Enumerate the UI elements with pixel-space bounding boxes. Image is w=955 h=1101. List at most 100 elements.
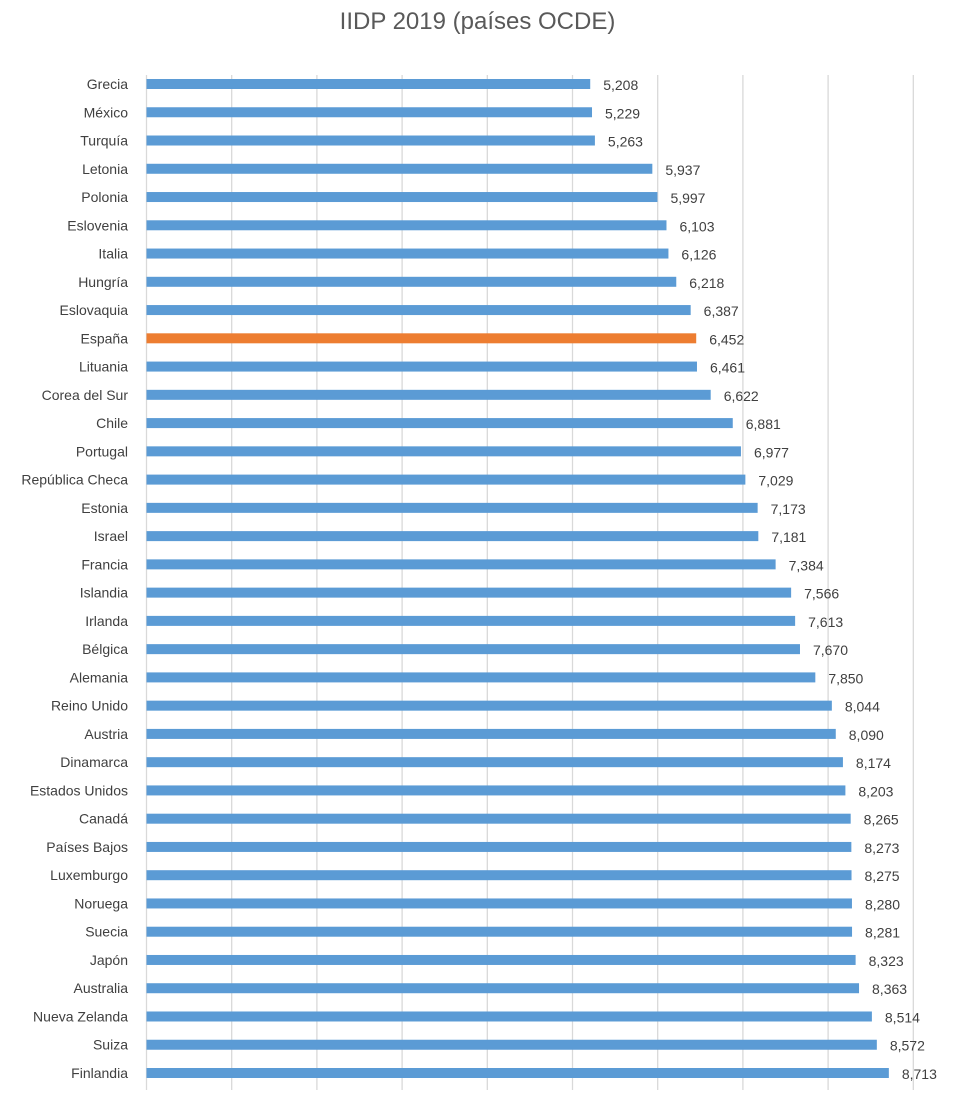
category-label: Eslovaquia: [60, 302, 129, 318]
data-label: 8,174: [856, 755, 891, 771]
data-label: 8,363: [872, 981, 907, 997]
category-label: Letonia: [82, 161, 128, 177]
data-label: 6,881: [746, 416, 781, 432]
bar: [146, 1039, 877, 1050]
data-label: 5,997: [670, 190, 705, 206]
bar: [146, 785, 846, 796]
data-label: 7,850: [828, 670, 863, 686]
bar: [146, 1068, 889, 1078]
category-label: Luxemburgo: [50, 867, 128, 883]
category-label: Nueva Zelanda: [33, 1008, 128, 1024]
category-label: Australia: [74, 980, 129, 996]
data-label: 6,103: [679, 218, 714, 234]
data-label: 5,229: [605, 105, 640, 121]
data-label: 8,273: [864, 840, 899, 856]
bar: [146, 672, 816, 683]
category-label: Canadá: [79, 811, 128, 827]
category-label: República Checa: [21, 472, 128, 488]
category-label: Hungría: [78, 274, 128, 290]
category-label: Islandia: [80, 585, 128, 601]
bar: [146, 559, 776, 570]
bar: [146, 418, 733, 429]
bar: [146, 305, 691, 316]
data-label: 6,977: [754, 444, 789, 460]
bar: [146, 220, 667, 231]
bar: [146, 841, 852, 852]
category-label: Alemania: [70, 669, 129, 685]
bar: [146, 615, 796, 626]
bar: [146, 728, 836, 739]
bar: [146, 870, 852, 881]
data-label: 8,203: [858, 783, 893, 799]
data-label: 7,181: [771, 529, 806, 545]
data-label: 5,937: [665, 162, 700, 178]
bar: [146, 757, 843, 768]
data-label: 8,044: [845, 699, 880, 715]
category-label: Suecia: [85, 924, 128, 940]
category-label: Bélgica: [82, 641, 128, 657]
bar: [146, 107, 593, 118]
bar: [146, 813, 851, 824]
bar: [146, 1011, 872, 1022]
data-label: 8,514: [885, 1009, 920, 1025]
bar: [146, 587, 792, 598]
bar: [146, 954, 856, 965]
category-label: España: [81, 330, 129, 346]
data-label: 7,029: [758, 473, 793, 489]
category-label: Lituania: [79, 359, 128, 375]
bar: [146, 361, 697, 372]
bar: [146, 79, 591, 89]
category-label: Noruega: [74, 895, 128, 911]
data-label: 6,461: [710, 360, 745, 376]
chart-title: IIDP 2019 (países OCDE): [339, 8, 616, 35]
category-label: Israel: [94, 528, 128, 544]
bar: [146, 983, 860, 994]
category-label: Portugal: [76, 443, 128, 459]
data-label: 8,281: [865, 925, 900, 941]
category-label: Reino Unido: [51, 698, 128, 714]
bar: [146, 700, 832, 711]
bar: [146, 446, 741, 457]
data-label: 8,713: [902, 1066, 937, 1082]
data-label: 8,323: [869, 953, 904, 969]
data-label: 7,613: [808, 614, 843, 630]
bar: [146, 926, 853, 937]
data-label: 6,387: [704, 303, 739, 319]
bar: [146, 135, 595, 146]
data-label: 8,572: [890, 1038, 925, 1054]
data-label: 8,280: [865, 896, 900, 912]
data-label: 5,208: [603, 77, 638, 93]
category-label: Polonia: [81, 189, 128, 205]
category-label: Austria: [84, 726, 128, 742]
category-label: Chile: [96, 415, 128, 431]
category-label: Corea del Sur: [42, 387, 129, 403]
data-label: 7,173: [771, 501, 806, 517]
category-label: Grecia: [87, 76, 128, 92]
bar: [146, 276, 677, 287]
category-label: Irlanda: [85, 613, 128, 629]
data-label: 8,275: [865, 868, 900, 884]
bar: [146, 898, 852, 909]
category-label: Finlandia: [71, 1065, 128, 1081]
data-label: 6,126: [681, 247, 716, 263]
bar: [146, 248, 669, 259]
data-label: 8,265: [864, 812, 899, 828]
category-label: Italia: [98, 246, 128, 262]
category-label: Turquía: [80, 133, 128, 149]
bar: [146, 474, 746, 485]
category-label: Estados Unidos: [30, 782, 128, 798]
bar: [146, 333, 697, 344]
bar: [146, 531, 759, 542]
category-label: Países Bajos: [46, 839, 128, 855]
bar: [146, 163, 653, 174]
category-label: Japón: [90, 952, 128, 968]
category-label: Suiza: [93, 1037, 128, 1053]
category-label: Dinamarca: [60, 754, 128, 770]
data-label: 6,622: [724, 388, 759, 404]
data-label: 6,452: [709, 331, 744, 347]
data-label: 7,566: [804, 586, 839, 602]
bar: [146, 502, 758, 513]
data-label: 6,218: [689, 275, 724, 291]
data-label: 8,090: [849, 727, 884, 743]
category-label: Francia: [81, 556, 128, 572]
